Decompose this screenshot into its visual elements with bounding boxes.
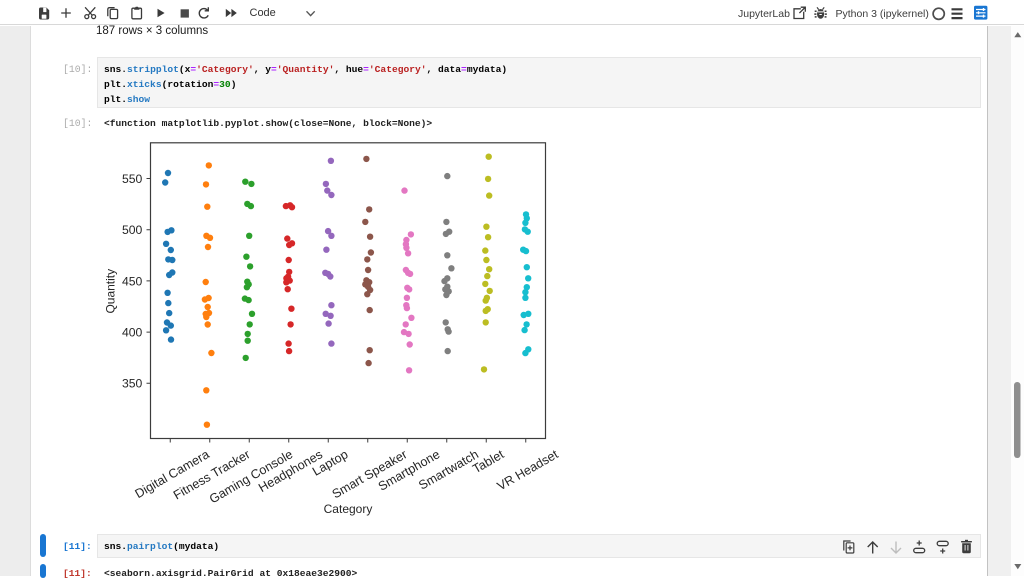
svg-text:350: 350 <box>122 377 143 391</box>
svg-text:550: 550 <box>122 172 143 186</box>
svg-text:400: 400 <box>122 326 143 340</box>
svg-text:500: 500 <box>122 223 143 237</box>
svg-text:VR Headset: VR Headset <box>495 447 561 493</box>
svg-text:Quantity: Quantity <box>104 269 118 314</box>
svg-text:450: 450 <box>122 274 143 288</box>
svg-text:Category: Category <box>324 502 373 516</box>
